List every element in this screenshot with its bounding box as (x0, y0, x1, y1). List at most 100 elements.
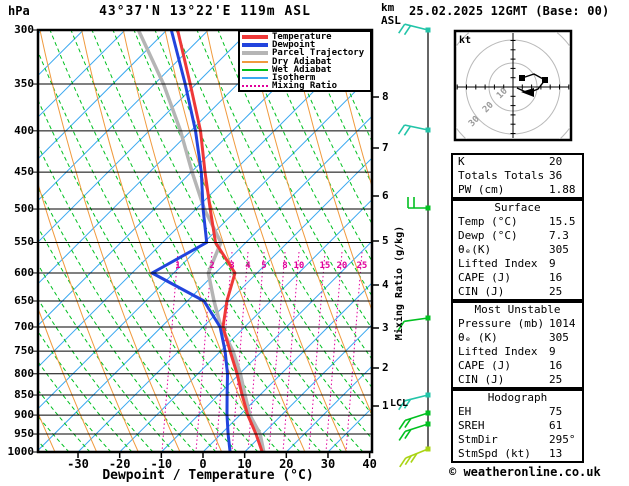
panel-row: K 20 (453, 155, 582, 169)
panel-row-value: 9 (549, 257, 556, 270)
panel-row: Totals Totals 36 (453, 169, 582, 183)
pressure-tick-label: 300 (14, 23, 34, 36)
legend-row: Temperature (242, 33, 370, 42)
panel-row-label: Lifted Index (458, 345, 538, 358)
pressure-tick-label: 1000 (7, 445, 35, 458)
wind-barb (398, 421, 431, 441)
mixing-ratio-value-label: 4 (245, 261, 251, 271)
panel-row: CAPE (J) 16 (453, 271, 582, 285)
panel-row: Lifted Index 9 (453, 257, 582, 271)
panel-row-value: 305 (549, 243, 569, 256)
mixing-ratio-value-label: 5 (261, 261, 267, 271)
altitude-tick-label: 7 (382, 141, 389, 154)
hodograph-arrowhead (521, 88, 534, 97)
pressure-axis-unit: hPa (8, 4, 30, 18)
panel-row: StmDir 295° (453, 433, 582, 447)
isotherm-lines (38, 30, 372, 452)
altitude-tick-label: 6 (382, 189, 389, 202)
wind-barb (397, 315, 431, 331)
panel-row-value: 1014 (549, 317, 576, 330)
wind-barb-staff (397, 23, 431, 468)
panel-box-indices: K 20 Totals Totals 36 PW (cm) 1.88 (451, 153, 584, 199)
wind-barb (399, 446, 431, 468)
mixing-ratio-axis-title: Mixing Ratio (g/kg) (394, 225, 405, 341)
panel-row-label: Totals Totals (458, 169, 545, 182)
x-axis-title: Dewpoint / Temperature (°C) (102, 468, 314, 483)
mixing-ratio-value-label: 3 (229, 261, 235, 271)
legend-row: Dewpoint (242, 41, 370, 50)
legend-swatch-temperature (242, 35, 268, 40)
legend-swatch-isotherm (242, 77, 268, 80)
panel-row-value: 1.88 (549, 183, 576, 196)
pressure-tick-label: 400 (14, 123, 34, 137)
panel-row-value: 9 (549, 345, 556, 358)
legend-swatch-dry-adiabat (242, 60, 268, 63)
panel-row-value: 16 (549, 271, 563, 284)
panel-row: CIN (J) 25 (453, 285, 582, 299)
pressure-tick-label: 650 (14, 294, 34, 307)
pressure-tick-label: 900 (14, 408, 34, 422)
panel-row-value: 305 (549, 331, 569, 344)
panel-row-label: PW (cm) (458, 183, 505, 196)
legend-swatch-dewpoint (242, 43, 268, 48)
legend-swatch-mixing-ratio (242, 85, 268, 88)
panel-row-label: CAPE (J) (458, 359, 511, 372)
panel-row-label: Lifted Index (458, 257, 538, 270)
mixing-ratio-value-label: 15 (319, 261, 331, 271)
panel-box-hodograph: Hodograph EH 75 SREH 61 StmDir 295° StmSpd (kt)… (451, 389, 584, 463)
wind-barb (398, 410, 431, 430)
panel-row-label: EH (458, 405, 472, 418)
altitude-axis-ticks (372, 96, 379, 407)
panel-row: Dewp (°C) 7.3 (453, 229, 582, 243)
panel-section-title: Hodograph (487, 391, 548, 404)
legend-box: Temperature Dewpoint Parcel Trajectory Dry … (238, 30, 372, 92)
panel-row: θₑ (K) 305 (453, 331, 582, 345)
copyright-footer: © weatheronline.co.uk (449, 465, 601, 479)
panel-row-value: 295° (549, 433, 576, 446)
panel-row: θₑ(K) 305 (453, 243, 582, 257)
wind-barb (398, 23, 431, 36)
panel-row: Temp (°C) 15.5 (453, 215, 582, 229)
pressure-tick-label: 950 (14, 427, 34, 441)
panel-row: SREH 61 (453, 419, 582, 433)
mixing-ratio-value-label: 20 (336, 261, 348, 271)
legend-swatch-parcel (242, 51, 268, 56)
legend-label: Isotherm (272, 73, 316, 84)
panel-box-surface: Surface Temp (°C) 15.5 Dewp (°C) 7.3 θₑ(K) 305… (451, 199, 584, 301)
panel-row: Lifted Index 9 (453, 345, 582, 359)
legend-row: Mixing Ratio (242, 82, 370, 91)
wind-barb (398, 392, 431, 411)
station-title: 43°37'N 13°22'E 119m ASL (99, 4, 311, 19)
panel-row-label: CIN (J) (458, 373, 505, 386)
temp-tick-label: -10 (150, 457, 173, 471)
pressure-tick-label: 600 (14, 265, 34, 279)
panel-row-value: 61 (549, 419, 563, 432)
lcl-marker-label: LCL (390, 398, 409, 409)
temp-tick-label: -20 (108, 457, 131, 471)
pressure-tick-label: 700 (14, 319, 34, 333)
panel-row-label: θₑ(K) (458, 243, 492, 256)
hodograph-unit-label: kt (459, 35, 471, 46)
panel-row-value: 25 (549, 285, 563, 298)
pressure-tick-label: 850 (14, 388, 34, 402)
pressure-tick-label: 450 (14, 165, 34, 179)
temp-tick-label: 20 (279, 457, 294, 471)
temp-tick-label: -30 (67, 457, 89, 471)
panel-row-label: Pressure (mb) (458, 317, 545, 330)
mixing-ratio-value-label: 2 (209, 261, 215, 271)
panel-section-title: Surface (494, 201, 541, 214)
pressure-tick-label: 750 (14, 344, 34, 358)
altitude-axis-unit: km ASL (381, 1, 401, 27)
panel-row-label: θₑ (K) (458, 331, 498, 344)
altitude-unit-km: km (381, 1, 395, 14)
mixing-ratio-value-label: 10 (293, 261, 305, 271)
plot-area (38, 30, 372, 452)
legend-row: Dry Adiabat (242, 57, 370, 66)
panel-row-value: 16 (549, 359, 563, 372)
panel-row: CIN (J) 25 (453, 373, 582, 387)
mixing-ratio-value-label: 1 (175, 261, 181, 271)
panel-row-label: K (458, 155, 465, 168)
